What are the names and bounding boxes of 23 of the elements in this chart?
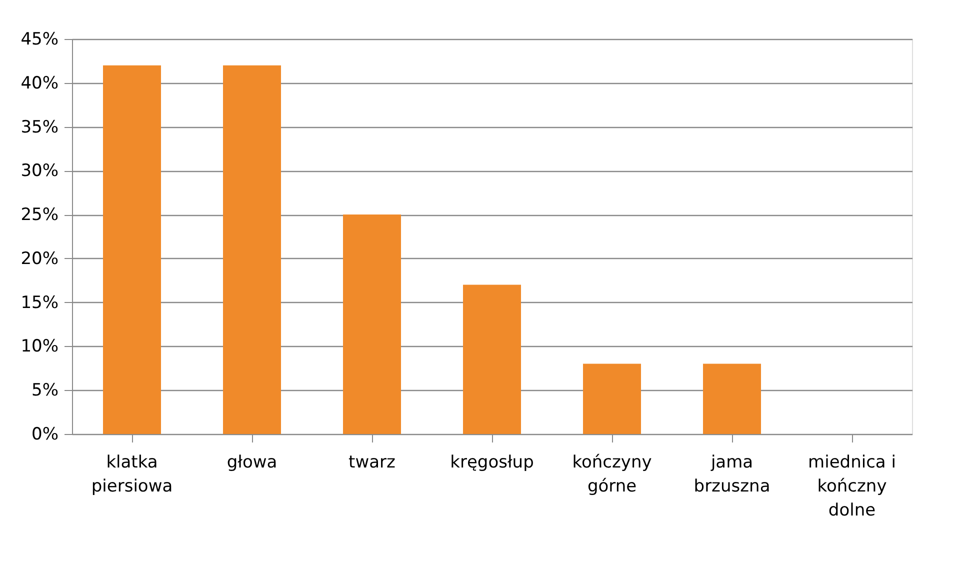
x-tick-label: kręgosłup	[450, 452, 534, 472]
bar	[583, 364, 641, 434]
y-tick-label: 30%	[20, 161, 58, 182]
x-tick-label: klatka piersiowa	[91, 452, 173, 496]
x-tick-label: twarz	[348, 452, 396, 472]
x-tick-label: jama brzuszna	[694, 452, 770, 496]
bar	[703, 364, 761, 434]
y-tick-label: 45%	[20, 30, 58, 50]
y-tick-label: 0%	[32, 424, 58, 444]
y-tick-label: 10%	[20, 336, 58, 357]
x-tick-label: kończyny górne	[572, 452, 652, 496]
bar	[343, 214, 401, 434]
y-tick-label: 5%	[32, 380, 58, 401]
x-tick-label: miednica i kończny dolne	[808, 452, 896, 520]
bar	[223, 65, 281, 434]
y-tick-label: 35%	[20, 117, 58, 138]
y-tick-label: 25%	[20, 205, 58, 226]
y-tick-label: 40%	[20, 73, 58, 94]
bar	[103, 65, 161, 434]
x-tick-label: głowa	[226, 452, 278, 472]
bar	[463, 284, 521, 434]
y-tick-label: 20%	[20, 248, 58, 269]
y-tick-label: 15%	[20, 292, 58, 313]
